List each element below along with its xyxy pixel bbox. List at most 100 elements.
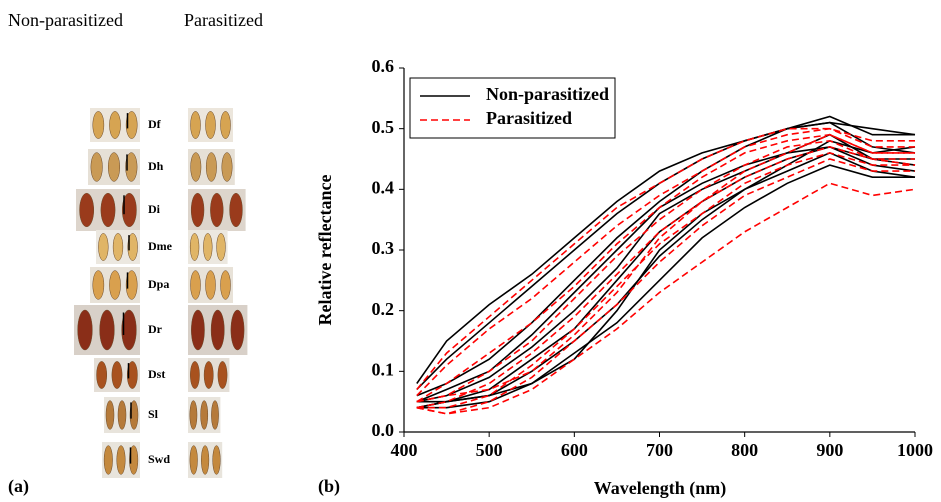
y-tick-label: 0.4	[372, 177, 395, 197]
seed	[129, 400, 139, 430]
seed	[112, 233, 124, 261]
x-tick-label: 900	[816, 440, 843, 460]
x-tick-label: 400	[391, 440, 418, 460]
y-tick-label: 0.0	[372, 420, 395, 440]
photo-parasitized	[188, 305, 248, 355]
seed	[190, 152, 202, 182]
photo-non-parasitized	[96, 230, 140, 264]
seed	[111, 361, 123, 389]
seed	[92, 270, 105, 300]
reflectance-line	[416, 158, 915, 415]
photo-parasitized	[188, 267, 233, 303]
photo-non-parasitized	[74, 305, 140, 355]
y-tick-label: 0.3	[372, 238, 395, 258]
photo-parasitized	[188, 397, 221, 433]
seed	[126, 361, 138, 389]
x-tick-label: 800	[731, 440, 758, 460]
header-parasitized: Parasitized	[184, 10, 263, 30]
seed	[121, 309, 137, 351]
seed	[205, 152, 217, 182]
x-tick-label: 500	[476, 440, 503, 460]
seed	[127, 233, 138, 261]
species-label: Dme	[148, 239, 173, 253]
seed	[189, 233, 200, 261]
reflectance-line	[416, 146, 916, 409]
photo-parasitized	[188, 149, 235, 185]
reflectance-line	[416, 121, 916, 397]
seed	[203, 233, 213, 261]
species-label: Dr	[148, 322, 163, 336]
photo-parasitized	[188, 108, 233, 142]
seed	[210, 309, 225, 351]
reflectance-line	[416, 127, 915, 391]
panel-label-b: (b)	[318, 476, 340, 497]
species-label: Dst	[148, 367, 165, 381]
photo-non-parasitized	[90, 108, 140, 142]
reflectance-line	[416, 164, 915, 409]
seed	[103, 445, 113, 475]
panel-label-a: (a)	[8, 476, 29, 497]
seed	[109, 111, 121, 139]
seed	[205, 111, 216, 139]
seed	[125, 111, 138, 139]
seed	[99, 309, 115, 351]
seed	[98, 233, 109, 261]
photo-non-parasitized	[76, 189, 140, 231]
species-label: Sl	[148, 407, 159, 421]
seed	[79, 192, 95, 228]
seed	[203, 361, 214, 389]
y-axis-label: Relative reflectance	[315, 174, 335, 325]
reflectance-line	[416, 139, 915, 403]
seed	[217, 361, 228, 389]
seed	[220, 270, 231, 300]
seed	[117, 400, 127, 430]
photo-non-parasitized	[104, 397, 140, 433]
seed	[210, 192, 224, 228]
seed	[90, 152, 103, 182]
seed	[201, 445, 210, 475]
x-axis-label: Wavelength (nm)	[594, 478, 727, 499]
species-label: Dpa	[148, 277, 169, 291]
photo-parasitized	[188, 230, 228, 264]
species-label: Di	[148, 202, 161, 216]
photo-non-parasitized	[94, 358, 140, 392]
species-label: Df	[148, 117, 162, 131]
legend-box	[409, 77, 616, 139]
seed	[92, 111, 105, 139]
species-label: Dh	[148, 159, 164, 173]
seed	[100, 192, 116, 228]
seed	[220, 111, 231, 139]
seed	[212, 445, 221, 475]
header-non-parasitized: Non-parasitized	[8, 10, 123, 30]
legend-label: Parasitized	[486, 108, 572, 128]
x-tick-label: 1000	[897, 440, 933, 460]
seed	[205, 270, 216, 300]
seed	[129, 445, 139, 475]
reflectance-line	[416, 133, 915, 403]
seed	[121, 192, 137, 228]
seed	[216, 233, 226, 261]
seed	[190, 361, 200, 389]
seed	[107, 152, 121, 182]
seed	[190, 192, 205, 228]
x-tick-label: 700	[646, 440, 673, 460]
seed	[230, 309, 245, 351]
reflectance-line	[416, 127, 915, 397]
photo-non-parasitized	[90, 267, 140, 303]
photo-non-parasitized	[88, 149, 140, 185]
seed	[190, 111, 201, 139]
seed	[116, 445, 126, 475]
seed	[200, 400, 209, 430]
photo-parasitized	[188, 442, 223, 478]
seed	[77, 309, 93, 351]
seed	[109, 270, 121, 300]
legend-label: Non-parasitized	[486, 84, 609, 104]
seed	[96, 361, 108, 389]
seed	[211, 400, 219, 430]
seed	[189, 400, 198, 430]
seed	[191, 309, 205, 351]
x-tick-label: 600	[561, 440, 588, 460]
photo-parasitized	[188, 358, 230, 392]
y-tick-label: 0.6	[372, 56, 395, 76]
